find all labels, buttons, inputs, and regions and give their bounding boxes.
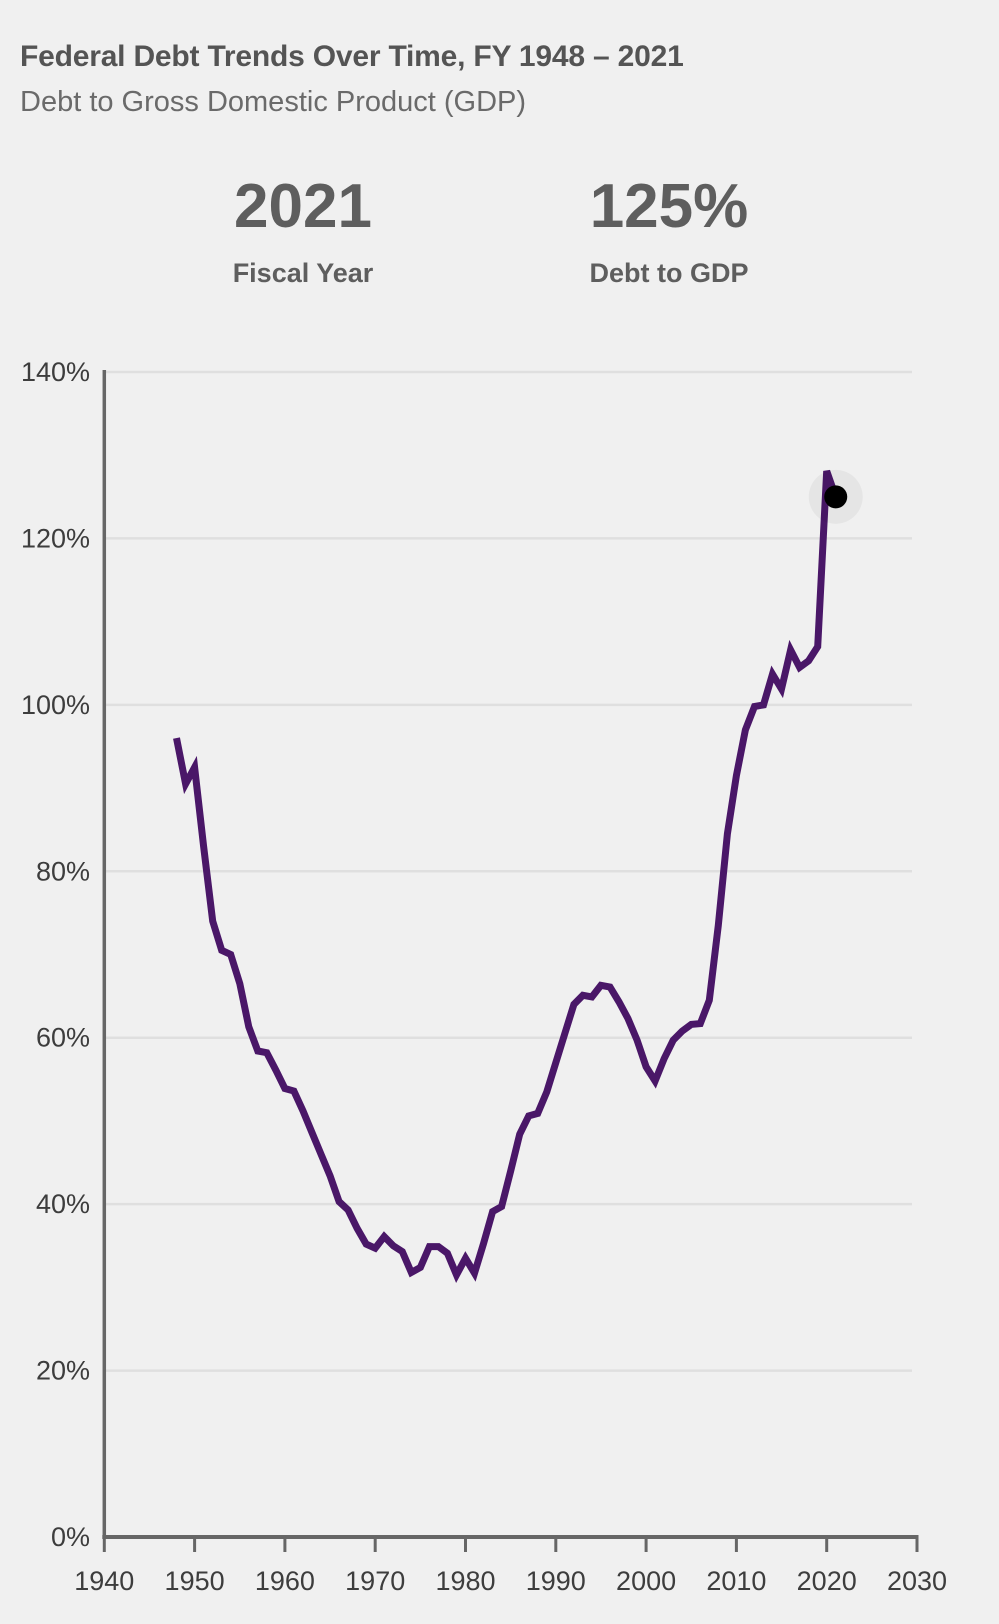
svg-text:1940: 1940 (74, 1566, 134, 1596)
stat-fiscal-year: 2021 Fiscal Year (120, 176, 486, 289)
summary-stats: 2021 Fiscal Year 125% Debt to GDP (120, 176, 852, 289)
svg-text:0%: 0% (51, 1522, 90, 1552)
svg-text:1970: 1970 (345, 1566, 405, 1596)
debt-chart[interactable]: 0%20%40%60%80%100%120%140%1940 1950 1960 19… (0, 330, 999, 1624)
debt-to-gdp-value: 125% (589, 172, 749, 241)
page-subtitle: Debt to Gross Domestic Product (GDP) (20, 86, 527, 118)
svg-text:1950: 1950 (165, 1566, 225, 1596)
svg-text:40%: 40% (36, 1189, 90, 1219)
debt-line[interactable] (173, 469, 840, 1284)
svg-text:100%: 100% (21, 690, 90, 720)
svg-text:1980: 1980 (435, 1566, 495, 1596)
grid-lines (104, 370, 912, 1539)
svg-text:140%: 140% (21, 357, 90, 387)
x-axis-labels: 1940 1950 1960 1970 1980 1990 2000 2010 2020 2030 (74, 1566, 947, 1596)
svg-text:2030: 2030 (887, 1566, 947, 1596)
fiscal-year-value: 2021 (234, 172, 372, 241)
svg-text:60%: 60% (36, 1023, 90, 1053)
stat-debt-to-gdp: 125% Debt to GDP (486, 176, 852, 289)
page-title: Federal Debt Trends Over Time, FY 1948 –… (20, 40, 684, 73)
svg-text:1990: 1990 (526, 1566, 586, 1596)
x-axis-ticks (102, 1537, 919, 1552)
svg-text:120%: 120% (21, 523, 90, 553)
current-point-dot[interactable] (824, 485, 848, 509)
svg-text:20%: 20% (36, 1356, 90, 1386)
svg-text:1960: 1960 (255, 1566, 315, 1596)
svg-text:2000: 2000 (616, 1566, 676, 1596)
y-axis-labels: 0% 20% 40% 60% 80% 100% 120% 140% (21, 357, 90, 1552)
debt-to-gdp-label: Debt to GDP (589, 258, 749, 288)
fiscal-year-label: Fiscal Year (232, 258, 374, 288)
svg-text:2010: 2010 (706, 1566, 766, 1596)
svg-text:2020: 2020 (797, 1566, 857, 1596)
svg-text:80%: 80% (36, 856, 90, 886)
